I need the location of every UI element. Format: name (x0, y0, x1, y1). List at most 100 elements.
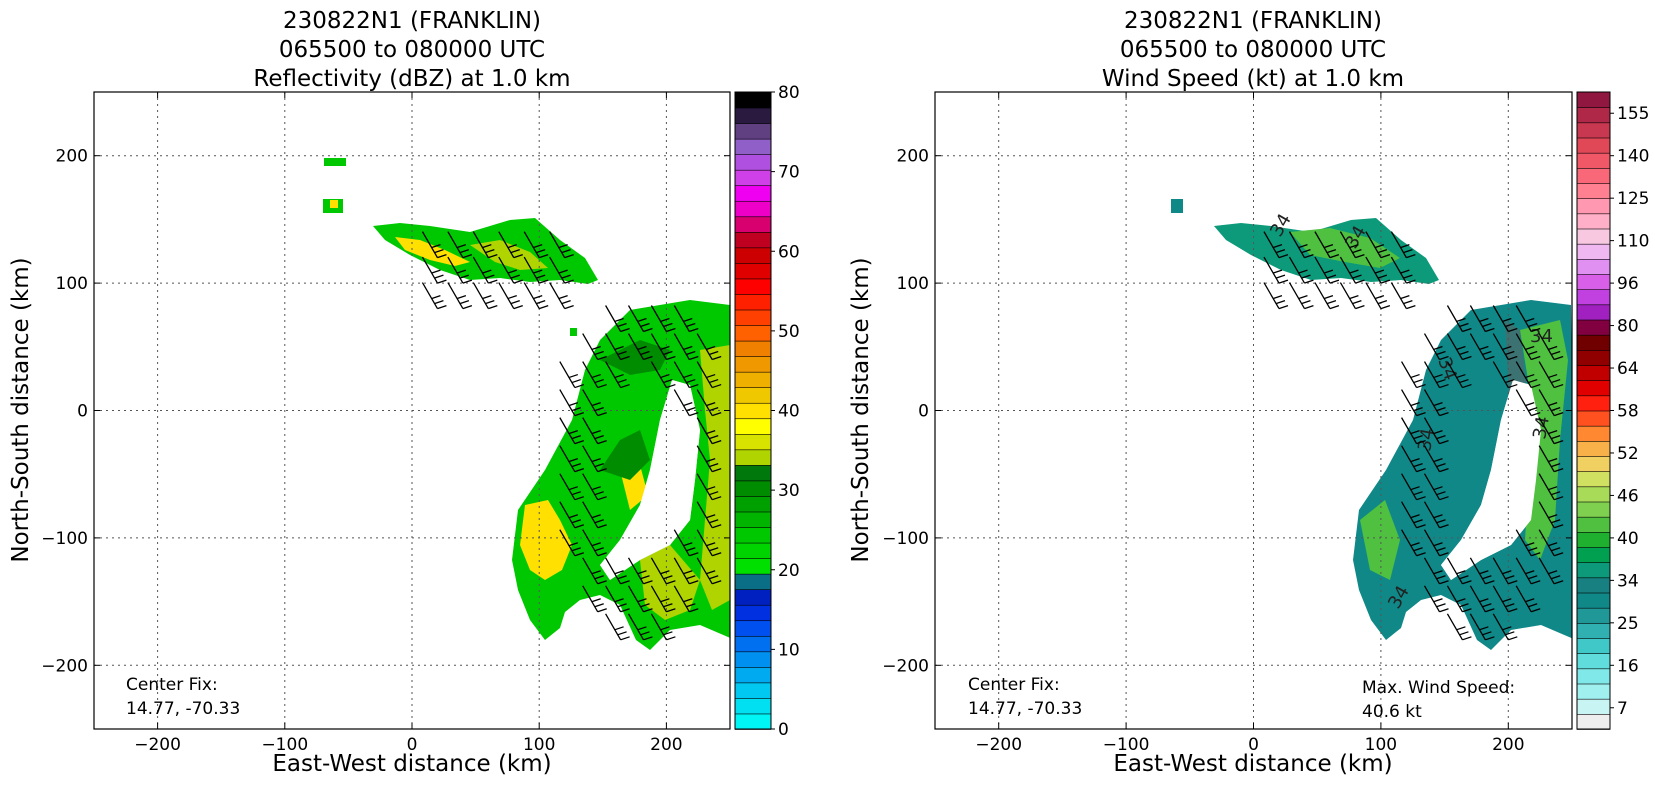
wind-barb-staff (559, 361, 576, 388)
wind-barb-staff (1492, 361, 1509, 388)
wind-barb-staff (1263, 231, 1280, 258)
wind-barb-flag (1410, 458, 1420, 463)
wind-barb-flag (597, 580, 607, 585)
wind-barb-flag (1508, 636, 1518, 641)
wind-barb-staff (549, 282, 566, 309)
colorbar-tick-label: 70 (778, 163, 800, 183)
wind-barb-flag (1439, 411, 1449, 417)
wind-barb-flag (689, 355, 699, 361)
wind-barb-flag (663, 575, 673, 580)
wind-barb-flag (1406, 304, 1416, 310)
wind-barb-flag (1502, 570, 1512, 575)
wind-barb-flag (1462, 327, 1472, 333)
echo-cell-1 (324, 158, 346, 166)
colorbar-segment (734, 573, 772, 590)
wind-barb-flag (1326, 274, 1337, 279)
y-tick-label: 0 (77, 402, 88, 422)
wind-barb-flag (1502, 626, 1512, 631)
wind-barb (696, 417, 722, 445)
wind-barb (1538, 361, 1564, 389)
wind-barb (1515, 333, 1541, 361)
colorbar-segment (734, 402, 772, 420)
wind-barb (1314, 256, 1340, 284)
wind-barb (549, 231, 574, 259)
wind-barb-staff (673, 389, 690, 416)
wind-barb-flag (597, 552, 607, 557)
wind-barb-staff (1423, 529, 1441, 557)
wind-barb (472, 256, 498, 284)
wind-barb (605, 585, 630, 613)
wind-barb-flag (594, 519, 604, 524)
wind-barb-flag (705, 458, 716, 463)
wind-barb (1423, 445, 1449, 473)
wind-barb-staff (523, 231, 540, 258)
colorbar-tick-label: 125 (1617, 189, 1649, 209)
colorbar-segment (1576, 334, 1611, 351)
wind-barb-flag (614, 626, 624, 631)
wind-barb-flag (1433, 458, 1443, 463)
wind-barb-flag (1436, 547, 1446, 552)
colorbar-segment (734, 278, 772, 295)
wind-barb-staff (1515, 557, 1532, 585)
center-fix-value: 14.77, -70.33 (126, 699, 240, 719)
wind-barb-flag (1433, 542, 1443, 547)
wind-barb (673, 529, 699, 557)
wind-barb-flag (643, 355, 653, 361)
wind-barb (696, 501, 722, 529)
wind-barb-flag (1400, 269, 1410, 274)
wind-barb-flag (1374, 294, 1385, 300)
wind-barb (1446, 361, 1472, 389)
eyewall-east (700, 345, 730, 610)
wind-barb-staff (1515, 585, 1532, 613)
wind-barb-staff (696, 557, 713, 585)
wind-barb-flag (1553, 524, 1564, 529)
wind-barb (582, 473, 607, 501)
wind-barb-flag (1508, 327, 1518, 333)
wind-barb (559, 529, 585, 557)
wind-barb (1339, 282, 1365, 310)
wind-barb (582, 585, 607, 613)
wind-barb-staff (673, 361, 690, 388)
wind-barb-flag (1323, 244, 1334, 249)
colorbar-tick-label: 52 (1617, 444, 1639, 464)
wind-barb (1423, 389, 1449, 417)
wind-barb-staff (696, 361, 713, 388)
wind-barb-flag (705, 542, 716, 547)
wind-barb-flag (686, 406, 696, 412)
wind-barb-staff (498, 231, 515, 258)
wind-barb (1492, 585, 1518, 613)
wind-barb-staff (472, 231, 489, 258)
wind-barb-flag (1304, 279, 1314, 284)
wind-barb-staff (1515, 305, 1532, 332)
colorbar-tick-label: 80 (778, 83, 800, 103)
wind-barb-flag (1553, 440, 1564, 445)
wind-barb-flag (591, 570, 601, 575)
wind-barb-flag (1355, 304, 1365, 310)
wind-barb-staff (1446, 613, 1463, 641)
wind-barb (1446, 557, 1472, 585)
wind-barb-staff (1401, 529, 1418, 557)
wind-barb-flag (594, 603, 604, 608)
wind-barb-flag (689, 383, 699, 389)
wind-barb (1401, 529, 1426, 557)
wind-barb-flag (488, 254, 498, 259)
wind-barb-flag (1433, 570, 1443, 575)
colorbar-segment (1576, 713, 1611, 730)
wind-barb-flag (597, 383, 607, 389)
wind-barb (650, 305, 676, 333)
wind-barb-staff (650, 305, 667, 332)
wind-barb-flag (666, 636, 676, 641)
wind-barb-staff (1314, 256, 1331, 284)
wind-barb-staff (1390, 282, 1407, 309)
wind-barb (1263, 256, 1289, 284)
wind-barb-flag (510, 249, 520, 254)
gridlines (935, 92, 1572, 729)
wind-barbs (421, 231, 722, 641)
title-line-1: 230822N1 (FRANKLIN) (1124, 8, 1382, 34)
colorbar-tick-label: 0 (778, 720, 789, 740)
wind-barb-flag (1304, 304, 1314, 310)
colorbar-segment (1576, 106, 1611, 124)
wind-barb-flag (591, 598, 601, 603)
wind-barb (582, 333, 607, 361)
